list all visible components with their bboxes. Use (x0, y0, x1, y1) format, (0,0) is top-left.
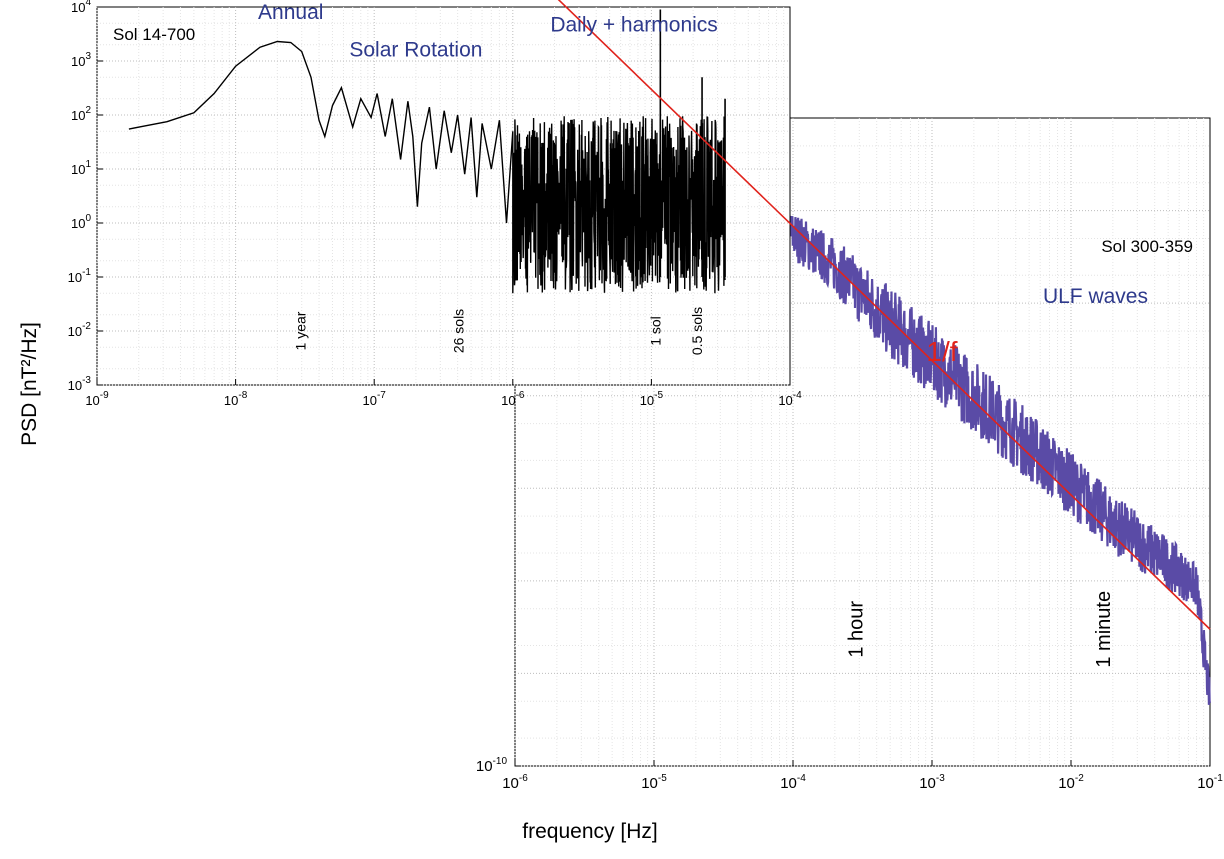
fit-line-label: 1/f (926, 336, 957, 367)
fit-line-overlay (557, 0, 1211, 630)
x-tick-label: 10-4 (780, 773, 806, 792)
x-axis-label: frequency [Hz] (522, 820, 657, 843)
inset-x-ticks: 10-9 10-8 10-7 10-6 10-5 10-4 (85, 379, 802, 408)
inset-y-ticks: 10-3 10-2 10-1 100 101 102 103 104 (68, 0, 103, 393)
x-tick-label: 10-8 (224, 390, 248, 408)
fit-line (557, 0, 1211, 630)
ulf-waves-label: ULF waves (1043, 285, 1148, 308)
x-tick-label: 10-9 (85, 390, 109, 408)
y-tick-label: 102 (71, 105, 91, 123)
y-tick-label: 103 (71, 51, 91, 69)
spike-label: 0.5 sols (689, 307, 705, 355)
inset-period-label: 1 year (293, 311, 309, 350)
x-tick-label: 10-7 (363, 390, 387, 408)
x-tick-label: 10-3 (919, 773, 945, 792)
x-tick-label: 10-1 (1197, 773, 1223, 792)
y-tick-label: 101 (71, 159, 91, 177)
inset-chart: 10-9 10-8 10-7 10-6 10-5 10-4 10-3 10-2 10-1 100… (68, 0, 802, 408)
inset-feature-label: Solar Rotation (349, 39, 482, 62)
x-tick-label: 10-6 (501, 390, 525, 408)
y-tick-label: 104 (71, 0, 91, 15)
inset-series (128, 9, 726, 294)
x-tick-label: 10-4 (778, 390, 802, 408)
y-axis-label: PSD [nT²/Hz] (18, 322, 41, 446)
x-tick-label: 10-5 (640, 390, 664, 408)
main-x-ticks: 10-6 10-5 10-4 10-3 10-2 10-1 (502, 760, 1223, 792)
y-tick-label: 10-10 (476, 756, 508, 775)
y-tick-label: 10-3 (68, 375, 92, 393)
main-title: Sol 300-359 (1101, 237, 1193, 256)
inset-series-line (128, 40, 726, 294)
inset-feature-label: Annual (258, 1, 323, 24)
main-period-label: 1 hour (846, 601, 868, 658)
annotations: Annual Solar Rotation Daily + harmonics 1 y… (258, 1, 1148, 668)
x-tick-label: 10-2 (1058, 773, 1084, 792)
inset-period-label: 26 sols (450, 309, 466, 353)
y-tick-label: 100 (71, 213, 91, 231)
x-tick-label: 10-6 (502, 773, 528, 792)
inset-grid (96, 7, 790, 386)
inset-feature-label: Daily + harmonics (550, 14, 717, 37)
y-tick-label: 10-1 (68, 267, 92, 285)
inset-title: Sol 14-700 (113, 25, 195, 44)
spike-label: 1 sol (647, 316, 663, 346)
main-period-label: 1 minute (1093, 591, 1115, 668)
x-tick-label: 10-5 (641, 773, 667, 792)
y-tick-label: 10-2 (68, 321, 92, 339)
